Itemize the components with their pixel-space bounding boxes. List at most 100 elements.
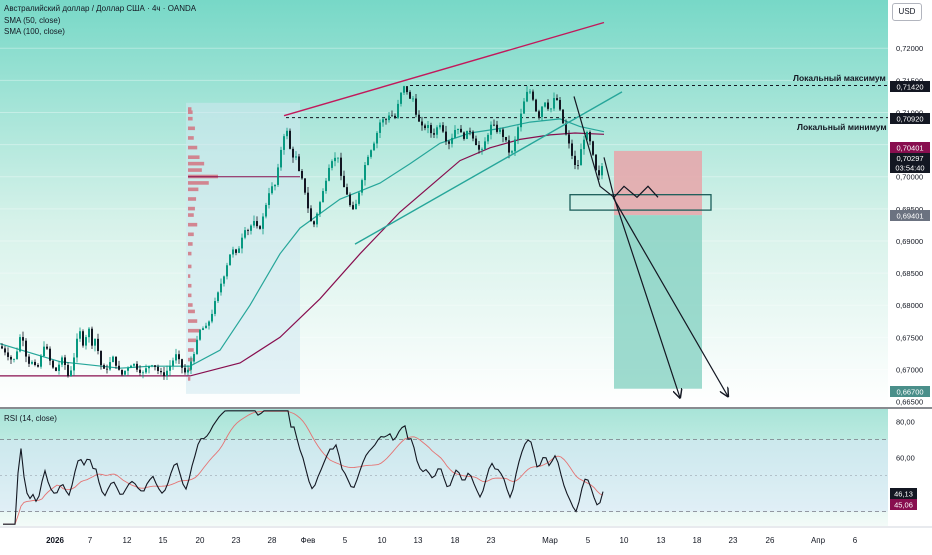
candle-body [205, 325, 207, 329]
candle-body [13, 358, 15, 360]
candle-body [136, 363, 138, 370]
candle-body [472, 131, 474, 139]
svg-text:45,06: 45,06 [894, 501, 913, 510]
candle-body [562, 109, 564, 124]
candle-body [448, 141, 450, 144]
candle-body [574, 155, 576, 166]
candle-body [409, 92, 411, 99]
trendlines[interactable] [283, 21, 623, 245]
time-axis[interactable] [0, 527, 932, 550]
volume-profile-bar [188, 328, 201, 333]
candle-body [529, 91, 531, 93]
candle-body [130, 365, 132, 368]
candle-body [487, 134, 489, 142]
candle-body [502, 129, 504, 137]
candle-body [319, 202, 321, 214]
candle-body [367, 156, 369, 166]
candles-layer[interactable] [1, 85, 603, 380]
candle-body [163, 372, 165, 377]
candle-body [283, 136, 285, 150]
candle-body [508, 140, 510, 153]
candle-body [232, 249, 234, 255]
sma100-legend[interactable]: SMA (100, close) [4, 27, 65, 36]
rsi-pane[interactable] [0, 410, 888, 525]
candle-body [361, 180, 363, 193]
candle-body [373, 143, 375, 151]
symbol-title[interactable]: Австралийский доллар / Доллар США · 4ч ·… [4, 4, 197, 13]
main-grid [0, 47, 888, 403]
projection-path [573, 96, 659, 199]
candle-body [364, 165, 366, 181]
candle-body [49, 348, 51, 361]
candle-body [124, 370, 126, 375]
candle-body [121, 369, 123, 375]
main-pane-background [0, 0, 888, 408]
candle-body [376, 132, 378, 144]
candle-body [190, 361, 192, 370]
time-tick-label: 23 [487, 536, 496, 545]
candle-body [388, 115, 390, 121]
candle-body [301, 171, 303, 179]
candle-body [208, 321, 210, 326]
candle-body [217, 292, 219, 302]
currency-button[interactable]: USD [892, 3, 922, 21]
candle-body [106, 368, 108, 370]
candle-body [82, 331, 84, 346]
volume-profile-bar [188, 161, 205, 166]
candle-body [352, 205, 354, 210]
price-tick-label: 0,71500 [896, 76, 923, 85]
candle-body [127, 367, 129, 371]
volume-profile-bar [188, 181, 209, 185]
projection-arrows[interactable] [573, 96, 728, 397]
rsi-axis-ticks: 80,00 60,00 [896, 418, 915, 463]
candle-body [538, 111, 540, 117]
candle-body [466, 130, 468, 139]
candle-body [262, 216, 264, 229]
time-tick-label: Мар [542, 536, 558, 545]
candle-body [64, 357, 66, 365]
candle-body [55, 367, 57, 371]
volume-profile-bar [188, 357, 193, 362]
svg-text:0,70401: 0,70401 [896, 144, 923, 153]
candle-body [337, 157, 339, 159]
candle-body [91, 328, 93, 346]
candle-body [16, 351, 18, 359]
price-tag-target: 0,66700 [890, 386, 930, 397]
sma100-line [0, 132, 605, 377]
candle-body [166, 370, 168, 377]
level-lines [286, 84, 888, 119]
candle-body [247, 230, 249, 231]
candle-body [418, 114, 420, 122]
rsi-value-tag: 46,13 [890, 488, 917, 499]
candle-body [370, 150, 372, 157]
candle-body [268, 193, 270, 205]
time-tick-label: 7 [88, 536, 93, 545]
candle-body [274, 184, 276, 187]
volume-profile-bar [188, 145, 198, 150]
candle-body [292, 148, 294, 158]
candle-body [445, 131, 447, 142]
price-tag-stop: 0,70401 [890, 142, 930, 153]
candle-body [223, 276, 225, 284]
candle-body [157, 366, 159, 371]
candle-body [193, 354, 195, 362]
candle-body [391, 115, 393, 117]
candle-body [286, 130, 288, 137]
price-axis[interactable] [888, 0, 932, 408]
position-zones [569, 150, 712, 389]
volume-profile-bar [188, 251, 192, 256]
candle-body [289, 130, 291, 149]
candle-body [568, 134, 570, 144]
candle-body [160, 370, 162, 373]
svg-text:0,70920: 0,70920 [896, 115, 923, 124]
svg-text:0,70297: 0,70297 [896, 154, 923, 163]
candle-body [400, 92, 402, 104]
sma50-legend[interactable]: SMA (50, close) [4, 16, 61, 25]
price-tick-label: 0,71000 [896, 108, 923, 117]
candle-body [565, 123, 567, 135]
candle-body [250, 225, 252, 231]
candle-body [100, 350, 102, 366]
candle-body [550, 108, 552, 110]
